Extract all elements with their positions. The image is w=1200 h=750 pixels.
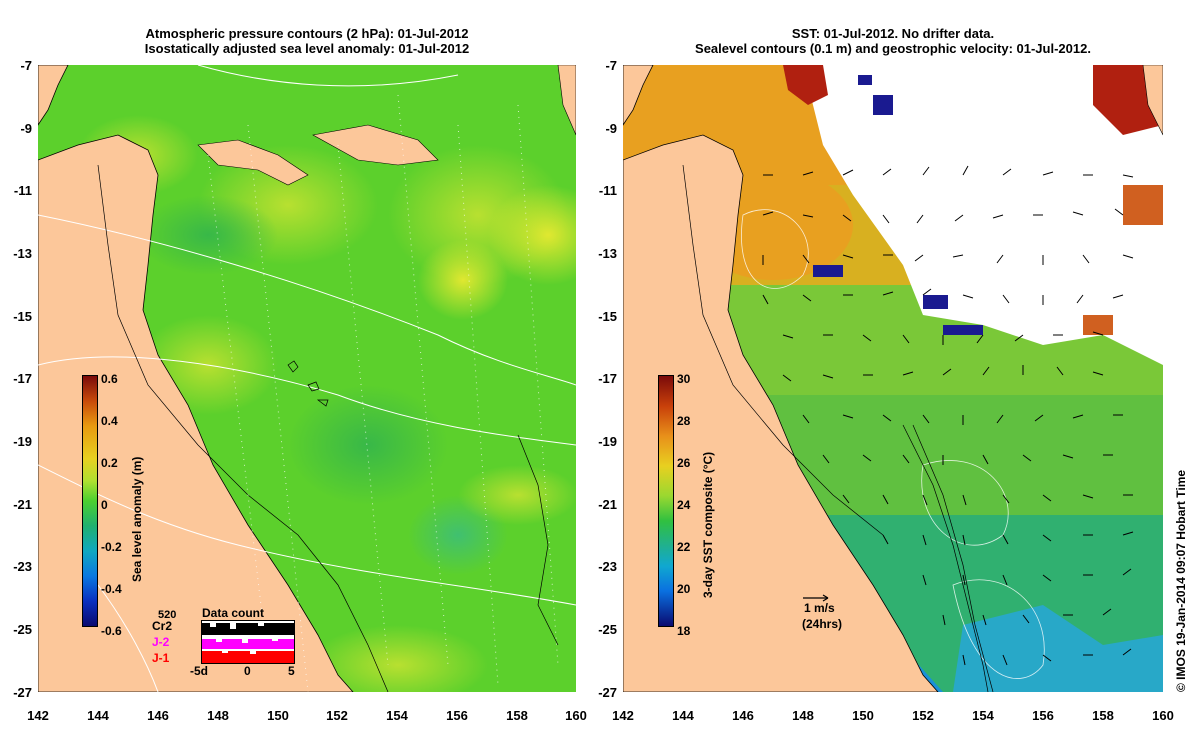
left-lat-tick: -25	[13, 622, 32, 637]
right-cbar-tick-3: 24	[677, 498, 691, 512]
left-lon-tick: 156	[446, 708, 468, 723]
left-lon-tick: 150	[267, 708, 289, 723]
left-lon-tick: 154	[386, 708, 408, 723]
right-lon-tick: 158	[1092, 708, 1114, 723]
left-cbar-tick-0: 0.6	[101, 372, 118, 386]
right-title-line1: SST: 01-Jul-2012. No drifter data.	[791, 26, 995, 41]
left-lat-tick: -19	[13, 434, 32, 449]
left-lat-tick: -13	[13, 246, 32, 261]
right-lat-tick: -15	[598, 309, 617, 324]
left-lat-tick: -9	[20, 121, 32, 136]
right-lat-tick: -19	[598, 434, 617, 449]
left-lat-tick: -17	[13, 371, 32, 386]
left-lon-tick: 158	[506, 708, 528, 723]
right-cbar-tick-6: 18	[677, 624, 691, 638]
right-lon-tick: 160	[1152, 708, 1174, 723]
left-lat-tick: -11	[13, 183, 32, 198]
right-lon-tick: 152	[912, 708, 934, 723]
right-lat-tick: -27	[598, 685, 617, 700]
right-lon-tick: 154	[972, 708, 994, 723]
left-colorbar	[82, 375, 98, 627]
left-title-line1: Atmospheric pressure contours (2 hPa): 0…	[145, 26, 469, 41]
data-count-xtick-2: 5	[288, 664, 295, 678]
right-cbar-tick-2: 26	[677, 456, 691, 470]
left-lon-tick: 152	[326, 708, 348, 723]
right-cbar-tick-0: 30	[677, 372, 691, 386]
data-count-max: 520	[158, 609, 177, 621]
left-map-panel	[38, 65, 576, 692]
left-cbar-tick-1: 0.4	[101, 414, 118, 428]
right-cbar-tick-1: 28	[677, 414, 691, 428]
right-lat-tick: -7	[605, 58, 617, 73]
right-lon-tick: 148	[792, 708, 814, 723]
left-lon-tick: 144	[87, 708, 109, 723]
data-count-histogram	[201, 620, 295, 664]
left-cbar-tick-4: -0.2	[101, 540, 122, 554]
left-lon-tick: 142	[27, 708, 49, 723]
imos-credit: © IMOS 19-Jan-2014 09:07 Hobart Time	[1174, 469, 1188, 692]
series-j2: J-2	[152, 635, 170, 649]
left-title-line2: Isostatically adjusted sea level anomaly…	[144, 41, 470, 56]
left-lat-tick: -7	[20, 58, 32, 73]
right-lon-tick: 146	[732, 708, 754, 723]
right-map-panel	[623, 65, 1163, 692]
right-lat-tick: -21	[598, 497, 617, 512]
left-lat-tick: -27	[13, 685, 32, 700]
series-j1: J-1	[152, 651, 170, 665]
left-lon-tick: 160	[565, 708, 587, 723]
left-cbar-tick-6: -0.6	[101, 624, 122, 638]
right-lon-tick: 156	[1032, 708, 1054, 723]
right-title-line2: Sealevel contours (0.1 m) and geostrophi…	[695, 41, 1091, 56]
right-lat-tick: -25	[598, 622, 617, 637]
right-lon-tick: 150	[852, 708, 874, 723]
data-count-title: Data count	[202, 606, 265, 620]
data-count-xtick-1: 0	[244, 664, 251, 678]
right-colorbar	[658, 375, 674, 627]
left-lon-tick: 146	[147, 708, 169, 723]
right-lon-tick: 142	[612, 708, 634, 723]
right-lat-tick: -9	[605, 121, 617, 136]
scale-arrow-sub: (24hrs)	[802, 617, 843, 631]
left-cbar-tick-2: 0.2	[101, 456, 118, 470]
left-cbar-tick-3: 0	[101, 498, 108, 512]
right-lat-tick: -17	[598, 371, 617, 386]
left-lat-tick: -21	[13, 497, 32, 512]
right-lat-tick: -13	[598, 246, 617, 261]
right-lon-tick: 144	[672, 708, 694, 723]
left-lat-tick: -23	[13, 559, 32, 574]
left-lon-tick: 148	[207, 708, 229, 723]
sst-map	[623, 65, 1163, 692]
right-cbar-tick-4: 22	[677, 540, 691, 554]
left-cbar-tick-5: -0.4	[101, 582, 122, 596]
series-cr2: Cr2	[152, 619, 173, 633]
data-count-xtick-0: -5d	[190, 664, 208, 678]
right-lat-tick: -11	[598, 183, 617, 198]
scale-arrow-label: 1 m/s	[804, 601, 835, 615]
sea-level-anomaly-map	[38, 65, 576, 692]
left-colorbar-label: Sea level anomaly (m)	[130, 456, 144, 582]
right-cbar-tick-5: 20	[677, 582, 691, 596]
left-lat-tick: -15	[13, 309, 32, 324]
right-lat-tick: -23	[598, 559, 617, 574]
right-colorbar-label: 3-day SST composite (°C)	[701, 451, 715, 598]
